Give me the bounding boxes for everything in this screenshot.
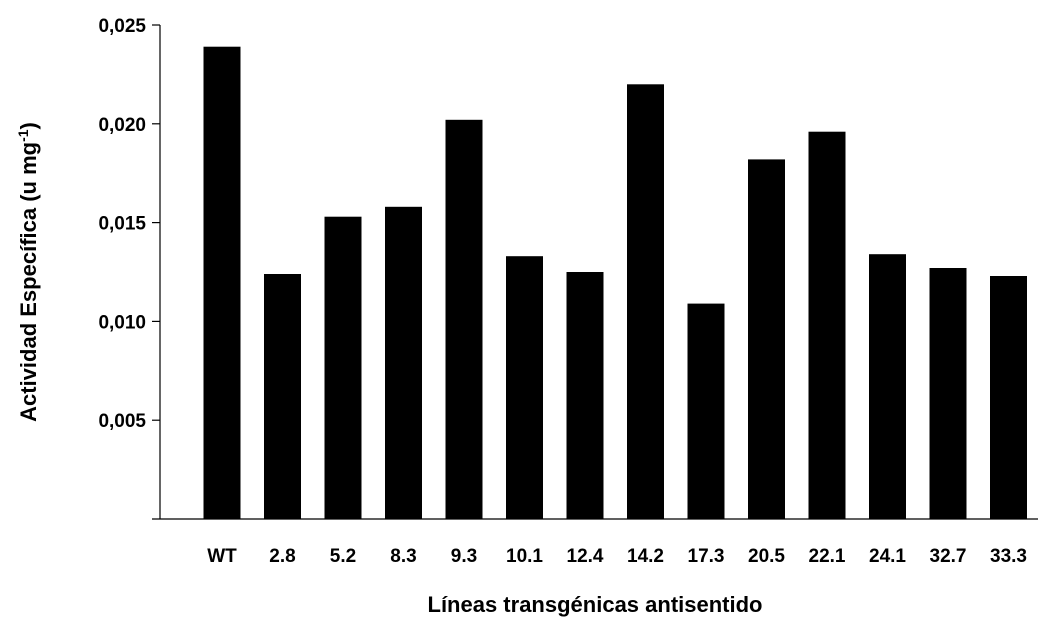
y-ticks-group: 0,005 0,010 0,015 0,020 0,025 <box>98 16 160 432</box>
x-tick-label: 33.3 <box>990 546 1027 567</box>
bar-2.8 <box>264 274 301 519</box>
bar-8.3 <box>385 206 422 520</box>
bar-17.3 <box>687 303 725 519</box>
y-tick-label: 0,010 <box>98 312 146 333</box>
x-axis-title: Líneas transgénicas antisentido <box>428 592 763 617</box>
x-tick-label: 2.8 <box>269 546 295 567</box>
x-tick-label: 17.3 <box>688 546 725 567</box>
bar-12.4 <box>566 272 604 519</box>
bar-14.2 <box>627 84 664 520</box>
bar-32.7 <box>929 268 967 519</box>
y-tick-label: 0,025 <box>98 16 146 37</box>
x-tick-label: 12.4 <box>567 546 604 567</box>
y-axis-title-superscript: -1 <box>15 129 31 142</box>
y-axis-title-close: ) <box>16 122 41 129</box>
bar-5.2 <box>324 216 362 519</box>
x-tick-label: 22.1 <box>809 546 846 567</box>
y-tick-label: 0,005 <box>98 411 146 432</box>
x-tick-labels-group: WT 2.8 5.2 8.3 9.3 10.1 12.4 14.2 17.3 20.5 22.1 24… <box>207 546 1027 567</box>
bar-22.1 <box>808 131 846 519</box>
y-axis-title-text: Actividad Específica (u mg <box>16 142 41 422</box>
x-tick-label: 9.3 <box>451 546 477 567</box>
y-tick-label: 0,020 <box>98 115 146 136</box>
x-tick-label: 24.1 <box>869 546 906 567</box>
x-tick-label: 32.7 <box>930 546 967 567</box>
x-tick-label: 8.3 <box>390 546 416 567</box>
x-tick-label: 5.2 <box>330 546 356 567</box>
bar-33.3 <box>990 276 1027 519</box>
y-axis-title: Actividad Específica (u mg-1) <box>15 122 41 422</box>
x-tick-label: WT <box>207 546 237 567</box>
x-tick-label: 14.2 <box>627 546 664 567</box>
bars-group <box>203 46 1027 520</box>
x-tick-label: 10.1 <box>506 546 543 567</box>
bar-9.3 <box>445 119 483 520</box>
x-tick-label: 20.5 <box>748 546 785 567</box>
bar-24.1 <box>869 254 906 519</box>
bar-10.1 <box>506 256 543 519</box>
y-tick-label: 0,015 <box>98 214 146 235</box>
bar-20.5 <box>748 159 785 519</box>
bar-WT <box>203 46 241 519</box>
